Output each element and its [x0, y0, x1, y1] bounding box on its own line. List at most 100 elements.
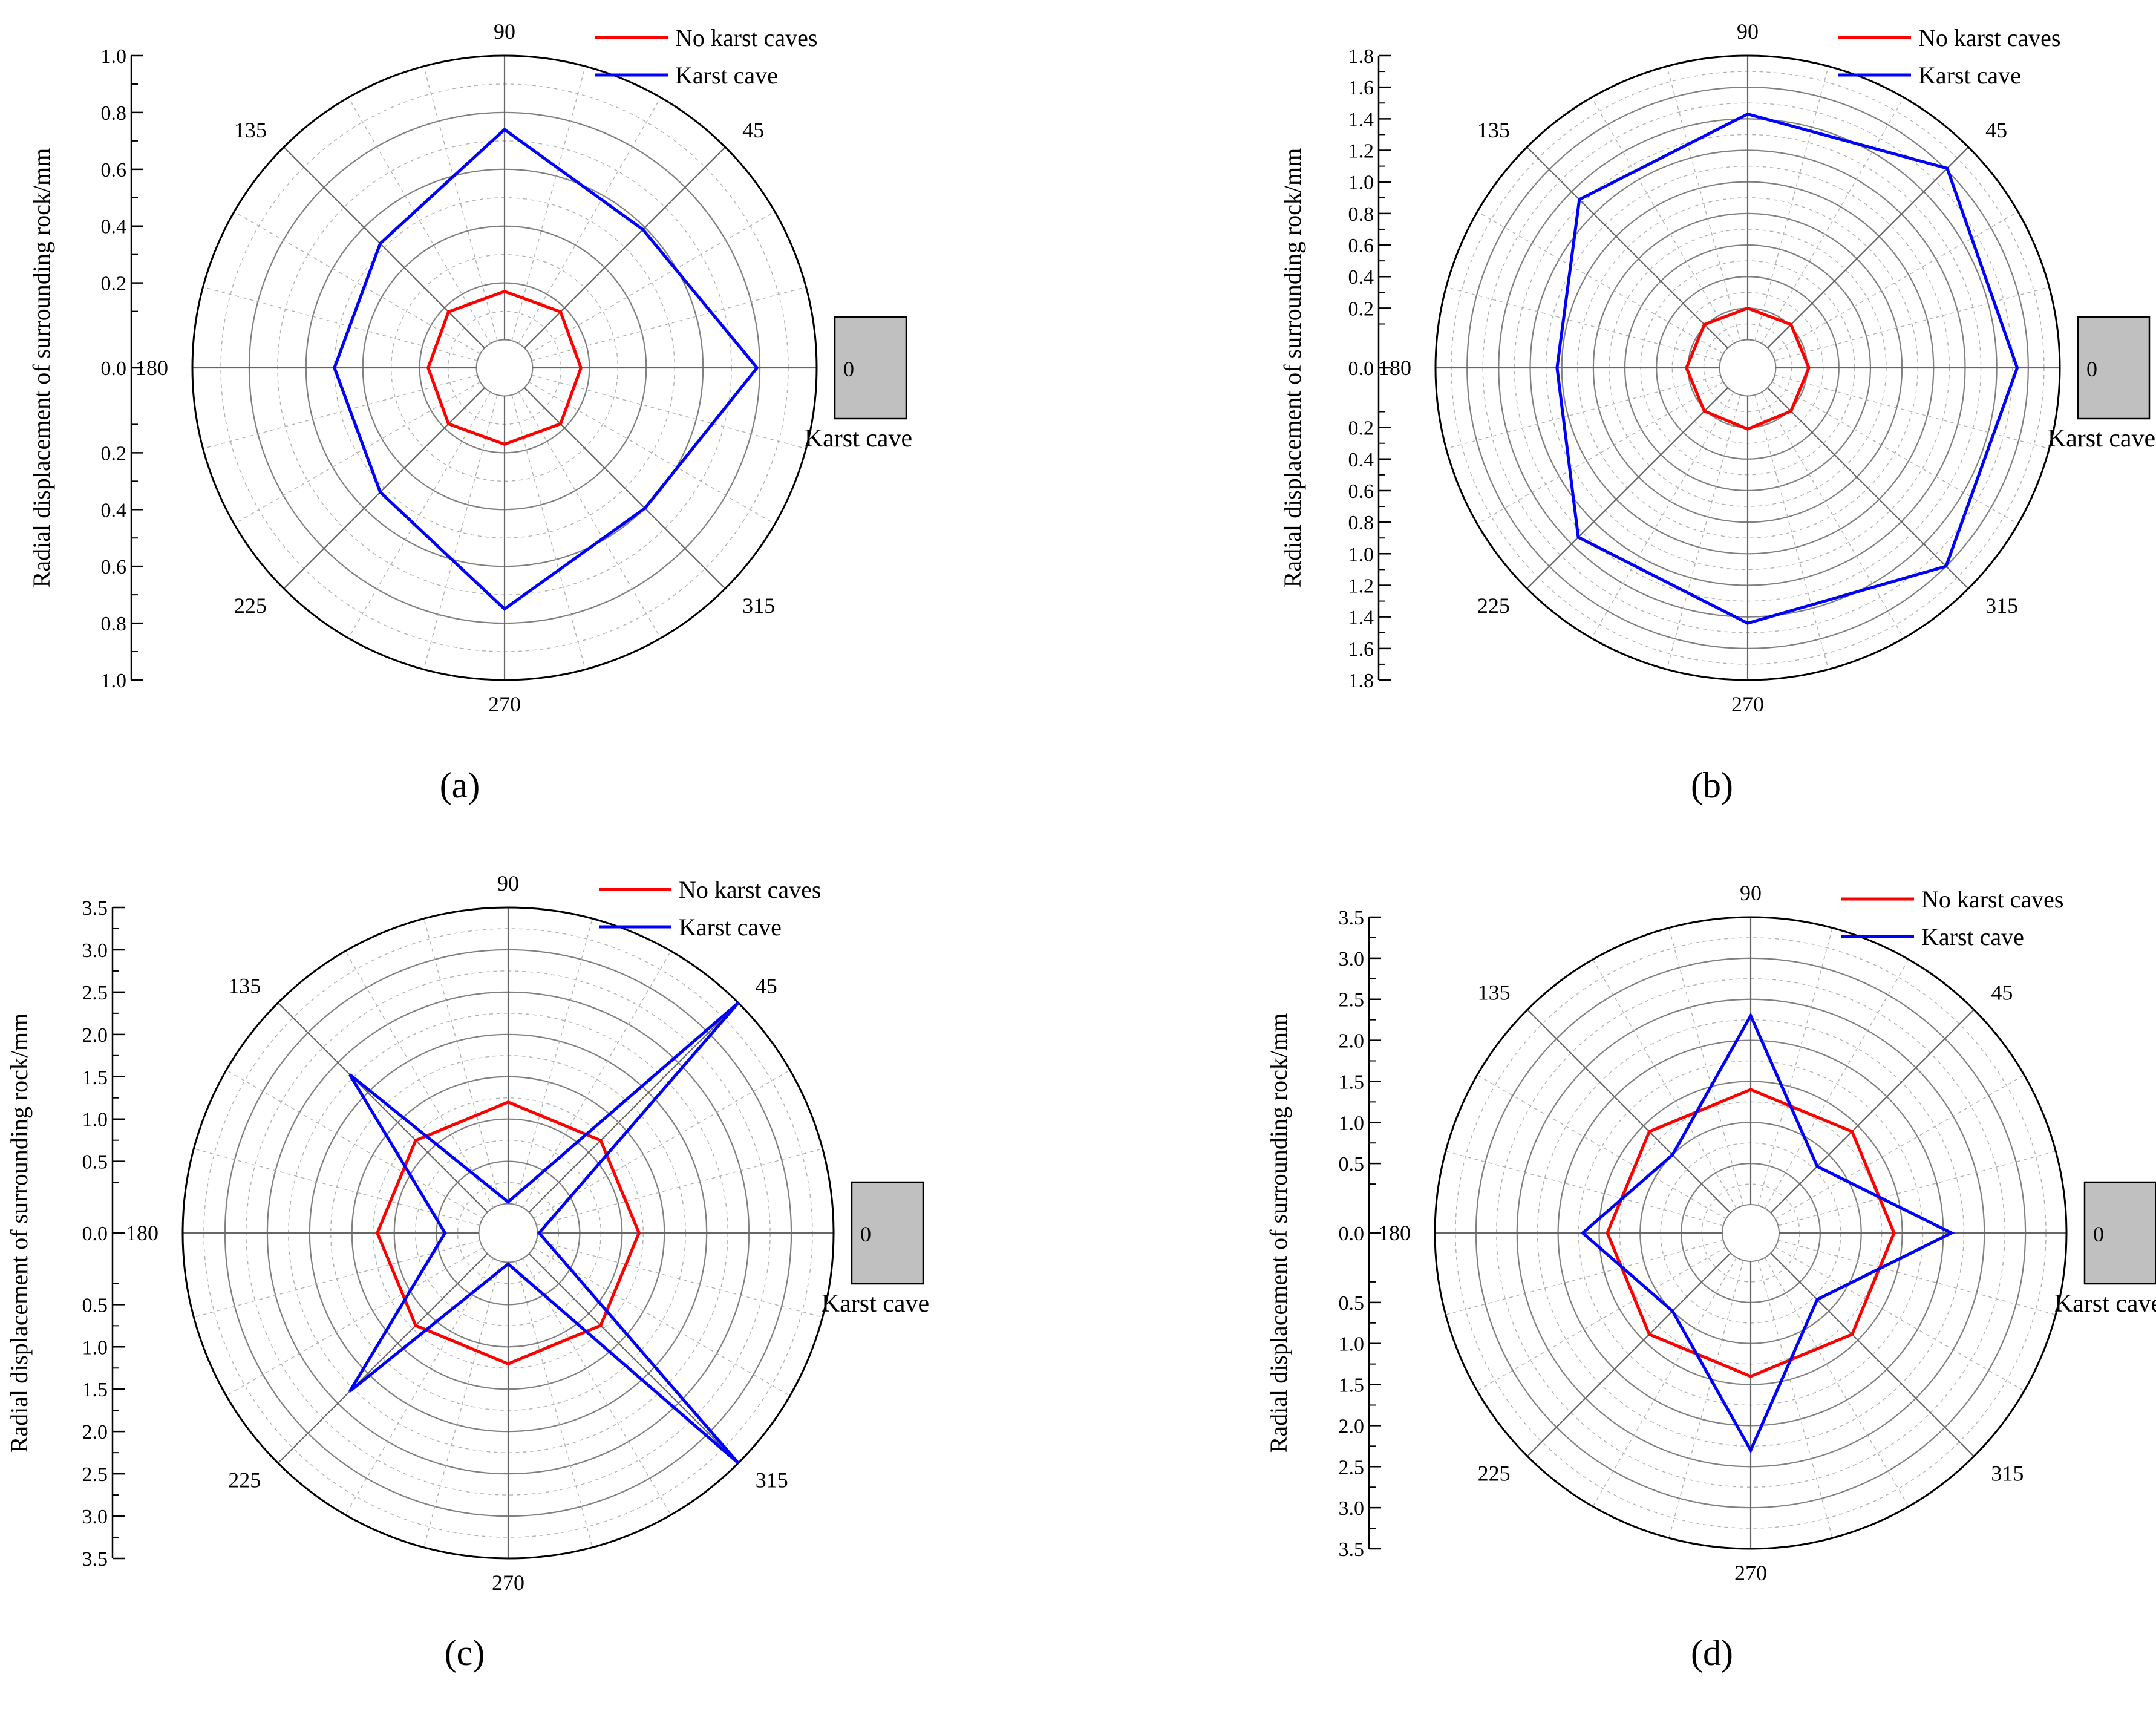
angle-label-315: 315: [756, 1468, 788, 1493]
radial-tick-label: 1.8: [1348, 670, 1374, 692]
angle-label-225: 225: [1478, 1461, 1511, 1485]
major-spoke: [1526, 387, 1728, 589]
minor-spoke: [515, 918, 593, 1205]
angle-label-315: 315: [1991, 1461, 2024, 1485]
radial-tick-label: 0.4: [1348, 449, 1374, 471]
panel-b: 45901351802252703150.00.20.20.40.40.60.6…: [1279, 19, 2155, 805]
minor-spoke: [1446, 286, 1721, 361]
radial-tick-label: 0.2: [1348, 417, 1374, 440]
angle-label-225: 225: [1477, 593, 1510, 618]
legend: No karst caves Karst cave: [1838, 24, 2060, 89]
radial-tick-label: 0.2: [101, 273, 127, 295]
panel-label: (c): [445, 1633, 485, 1673]
minor-spoke: [194, 1148, 480, 1226]
legend-label: No karst caves: [1921, 886, 2063, 913]
karst-cave-label: Karst cave: [822, 1290, 929, 1318]
panel-a: 45901351802252703150.00.20.20.40.40.60.6…: [28, 19, 912, 805]
minor-spoke: [1477, 1074, 1726, 1220]
minor-spoke: [1445, 1151, 1723, 1226]
angle-label-270: 270: [488, 692, 521, 716]
radial-tick-label: 1.0: [82, 1336, 108, 1359]
angle-label-135: 135: [1478, 981, 1511, 1005]
panel-label: (b): [1691, 765, 1733, 805]
radial-tick-label: 0.6: [1348, 235, 1374, 257]
minor-spoke: [1754, 394, 1829, 670]
series-karst-cave: [1555, 112, 2019, 625]
radial-tick-label: 3.0: [1339, 1497, 1365, 1520]
major-spoke: [1527, 1252, 1731, 1457]
minor-spoke: [423, 918, 501, 1205]
legend: No karst caves Karst cave: [595, 24, 817, 89]
minor-spoke: [194, 1240, 480, 1318]
angle-label-315: 315: [742, 593, 775, 618]
major-spoke: [1767, 146, 1969, 348]
minor-spoke: [536, 1148, 823, 1226]
radial-tick-label: 0.0: [1339, 1223, 1365, 1245]
radial-tick-label: 1.6: [1348, 638, 1374, 661]
series-no-karst-caves: [1685, 306, 1811, 431]
radial-tick-label: 1.4: [1348, 108, 1374, 131]
minor-spoke: [1764, 1257, 1909, 1507]
minor-spoke: [345, 950, 494, 1208]
angle-label-270: 270: [1731, 692, 1764, 716]
outer-circle: [1434, 916, 2068, 1550]
y-axis-label: Radial displacement of surrounding rock/…: [28, 148, 55, 588]
legend-label: Karst cave: [1921, 923, 2024, 950]
series-no-karst-caves: [1606, 1088, 1896, 1378]
radial-tick-label: 1.0: [1348, 172, 1374, 194]
series-karst-cave: [348, 1001, 740, 1465]
radial-tick-label: 0.2: [101, 442, 127, 465]
minor-spoke: [536, 1240, 823, 1318]
series-no-karst-caves: [375, 1100, 641, 1366]
angle-label-135: 135: [228, 973, 261, 998]
angle-label-45: 45: [742, 118, 764, 142]
radial-tick-label: 1.5: [82, 1379, 108, 1401]
radial-tick-label: 2.0: [82, 1024, 108, 1047]
legend: No karst caves Karst cave: [599, 876, 821, 941]
radial-tick-label: 3.5: [1339, 1538, 1365, 1561]
major-spoke: [1767, 387, 1969, 589]
series-karst-cave: [1580, 1012, 1955, 1454]
radial-tick-label: 2.5: [1339, 1456, 1365, 1479]
angle-label-90: 90: [497, 871, 519, 895]
radial-tick-label: 3.5: [82, 897, 108, 920]
radial-tick-label: 0.8: [101, 613, 127, 635]
radial-tick-label: 0.2: [1348, 298, 1374, 320]
inner-circle: [1722, 1204, 1780, 1262]
minor-spoke: [518, 97, 661, 344]
minor-spoke: [533, 1070, 791, 1219]
angle-label-45: 45: [1985, 118, 2007, 142]
angle-label-270: 270: [1734, 1561, 1767, 1585]
major-spoke: [1527, 1009, 1731, 1214]
minor-spoke: [1754, 66, 1829, 341]
minor-spoke: [345, 1258, 494, 1515]
y-axis-label: Radial displacement of surrounding rock/…: [5, 1013, 33, 1453]
legend-label: No karst caves: [1918, 24, 2060, 51]
minor-spoke: [528, 211, 776, 355]
minor-spoke: [533, 1247, 791, 1396]
major-spoke: [1526, 146, 1728, 348]
angle-label-180: 180: [1378, 1221, 1411, 1245]
legend-label: Karst cave: [675, 62, 778, 89]
major-spoke: [1770, 1252, 1975, 1457]
radial-tick-label: 0.8: [1348, 203, 1374, 226]
panel-label: (d): [1691, 1633, 1733, 1673]
minor-spoke: [1666, 394, 1741, 670]
radial-tick-label: 2.5: [82, 1463, 108, 1486]
radial-tick-label: 2.0: [82, 1421, 108, 1443]
radial-tick-label: 0.5: [1339, 1292, 1365, 1315]
karst-cave-box: [834, 316, 907, 420]
karst-cave-label: Karst cave: [805, 425, 912, 453]
radial-tick-label: 0.8: [101, 102, 127, 125]
minor-spoke: [518, 391, 661, 639]
radial-tick-label: 0.0: [1348, 358, 1374, 380]
major-spoke: [1770, 1009, 1975, 1214]
series-no-karst-caves: [426, 290, 583, 446]
karst-cave-box: [2077, 316, 2151, 420]
minor-spoke: [234, 211, 481, 355]
radial-tick-label: 0.4: [1348, 266, 1374, 289]
angle-label-0: 0: [2093, 1222, 2104, 1246]
angle-label-135: 135: [1477, 118, 1510, 142]
angle-label-45: 45: [756, 973, 777, 998]
